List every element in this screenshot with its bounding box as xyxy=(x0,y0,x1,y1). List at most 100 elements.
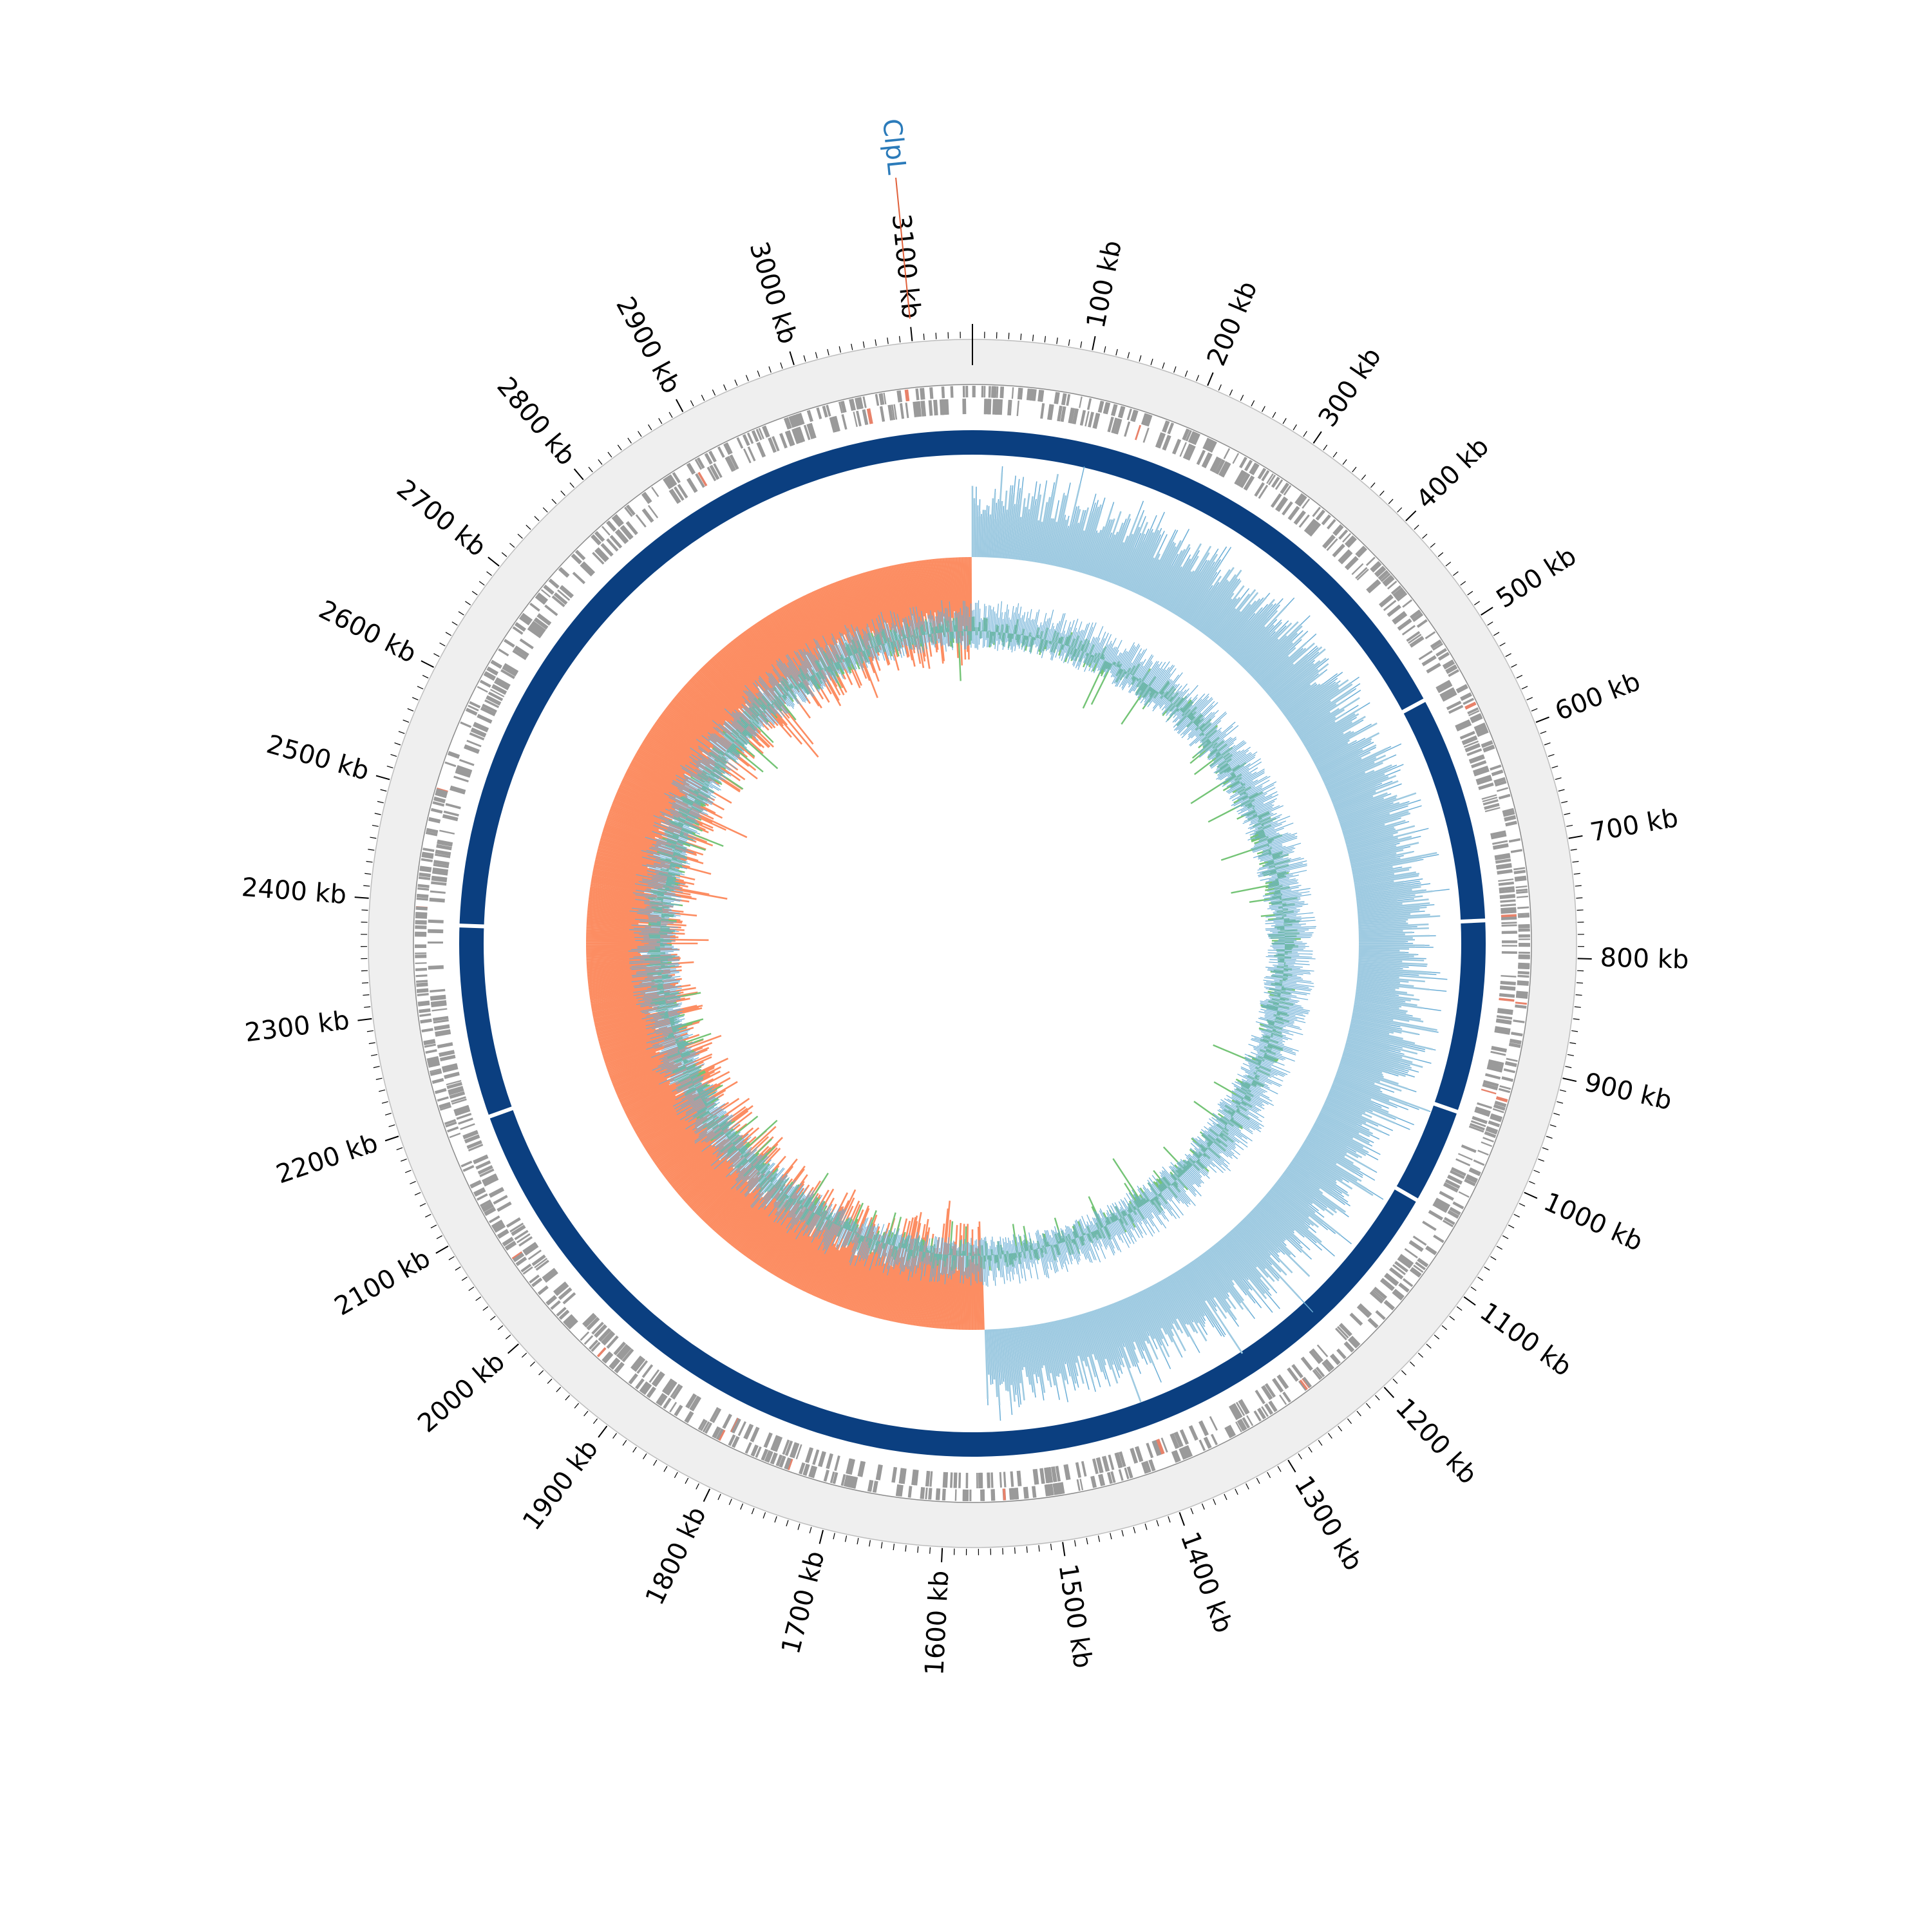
gc-content-line xyxy=(1177,697,1213,734)
gc-skew-bar xyxy=(1351,1016,1391,1026)
gene-feature xyxy=(1475,1106,1491,1114)
backbone-gap xyxy=(1431,1101,1461,1115)
gc-content-line xyxy=(1202,1135,1229,1157)
gc-content-line xyxy=(1231,773,1252,786)
gc-content-line xyxy=(1153,674,1180,709)
gc-skew-bar xyxy=(1264,654,1308,692)
gc-skew-bar xyxy=(586,949,680,952)
gene-feature xyxy=(1092,1458,1099,1475)
gene-feature xyxy=(750,1426,759,1442)
gc-skew-bar xyxy=(594,1010,665,1028)
gc-skew-bar xyxy=(826,585,851,643)
gc-skew-bar xyxy=(1259,1201,1294,1233)
gc-content-line xyxy=(1257,1053,1274,1061)
gene-feature xyxy=(996,386,999,398)
gc-content-line xyxy=(1074,1224,1088,1259)
gene-feature xyxy=(1017,387,1021,400)
gc-skew-bar xyxy=(642,741,707,782)
gc-skew-bar xyxy=(1012,504,1020,560)
gene-feature xyxy=(1395,591,1406,600)
gene-feature xyxy=(1495,1020,1512,1025)
gc-content-line xyxy=(1208,738,1237,761)
gene-feature xyxy=(795,413,802,426)
gc-content-line xyxy=(1198,1148,1213,1162)
gene-feature xyxy=(1495,1096,1508,1103)
gene-feature xyxy=(442,814,459,822)
gc-skew-bar xyxy=(1358,915,1441,922)
gc-skew-bar xyxy=(1294,690,1352,731)
gene-feature xyxy=(506,1218,521,1228)
gene-feature xyxy=(784,1440,793,1456)
gene-feature xyxy=(1235,1401,1245,1416)
gc-content-line xyxy=(1258,863,1307,876)
gene-feature xyxy=(898,1468,905,1484)
gc-content-line xyxy=(1204,1126,1240,1155)
gc-skew-peak xyxy=(1122,518,1127,527)
gene-feature xyxy=(838,401,843,413)
gc-content-line xyxy=(1249,1064,1274,1076)
gc-skew-bar xyxy=(986,1329,990,1375)
gc-skew-bar xyxy=(1309,731,1354,757)
gene-feature xyxy=(1232,1403,1243,1418)
gc-content-line xyxy=(1030,609,1040,654)
gene-feature xyxy=(1250,463,1259,475)
gc-content-line xyxy=(1262,887,1311,897)
gene-feature xyxy=(992,399,995,415)
gene-feature xyxy=(562,1292,576,1305)
gene-feature xyxy=(856,397,862,410)
gene-feature xyxy=(1461,1144,1477,1153)
gene-feature xyxy=(1321,1361,1331,1372)
gc-skew-peak xyxy=(1273,1251,1280,1257)
gc-content-line xyxy=(853,1228,860,1244)
gc-content-line xyxy=(899,1233,910,1275)
gc-skew-bar xyxy=(1177,553,1218,617)
gc-skew-bar xyxy=(1159,1280,1195,1344)
gc-skew-bar xyxy=(588,974,676,985)
gene-feature xyxy=(704,1422,712,1434)
gene-feature xyxy=(529,603,540,612)
gc-content-line xyxy=(1238,787,1262,800)
gc-skew-bar xyxy=(616,1066,679,1094)
gc-skew-bar xyxy=(1271,660,1321,701)
gene-feature xyxy=(462,1164,475,1172)
gc-content-line xyxy=(1000,618,1004,641)
gene-feature xyxy=(696,457,705,469)
gene-feature xyxy=(1460,731,1475,740)
gc-skew-bar xyxy=(595,1005,697,1030)
gene-feature xyxy=(533,617,549,630)
gene-feature xyxy=(1271,493,1282,508)
gc-skew-bar xyxy=(1351,857,1401,869)
gene-feature xyxy=(1477,1102,1493,1110)
gc-skew-bar xyxy=(978,511,981,558)
gc-skew-bar xyxy=(677,692,755,759)
gc-content-line xyxy=(1097,1213,1115,1249)
gc-skew-bar xyxy=(1355,883,1411,893)
gc-skew-bar xyxy=(1029,494,1042,562)
gene-feature xyxy=(1126,1466,1133,1479)
gc-skew-bar xyxy=(931,1251,941,1328)
gene-feature xyxy=(1235,1421,1242,1433)
gc-skew-bar xyxy=(1302,1142,1337,1165)
gc-skew-peak xyxy=(1267,603,1276,612)
gc-skew-bar xyxy=(787,603,820,663)
gene-feature xyxy=(1496,787,1509,792)
gc-skew-peak xyxy=(1215,1323,1225,1338)
gc-skew-bar xyxy=(1355,994,1404,1003)
gc-content-line xyxy=(1013,613,1019,647)
gene-feature xyxy=(1478,782,1494,790)
gene-feature xyxy=(455,768,471,776)
gc-skew-bar xyxy=(885,1257,902,1321)
gc-content-line xyxy=(1201,1132,1233,1159)
gene-feature xyxy=(1057,405,1063,422)
gc-skew-bar xyxy=(1324,1101,1374,1125)
gc-skew-peak xyxy=(1352,683,1361,690)
gc-skew-bar xyxy=(1357,898,1429,907)
gc-content-line xyxy=(1249,816,1280,830)
gene-feature xyxy=(786,417,792,429)
gc-skew-bar xyxy=(596,1019,658,1036)
gc-content-line xyxy=(1170,1162,1202,1197)
gene-feature xyxy=(1193,433,1200,446)
gene-feature xyxy=(416,893,429,898)
gc-skew-bar xyxy=(1273,668,1317,703)
gc-skew-bar xyxy=(589,887,656,899)
